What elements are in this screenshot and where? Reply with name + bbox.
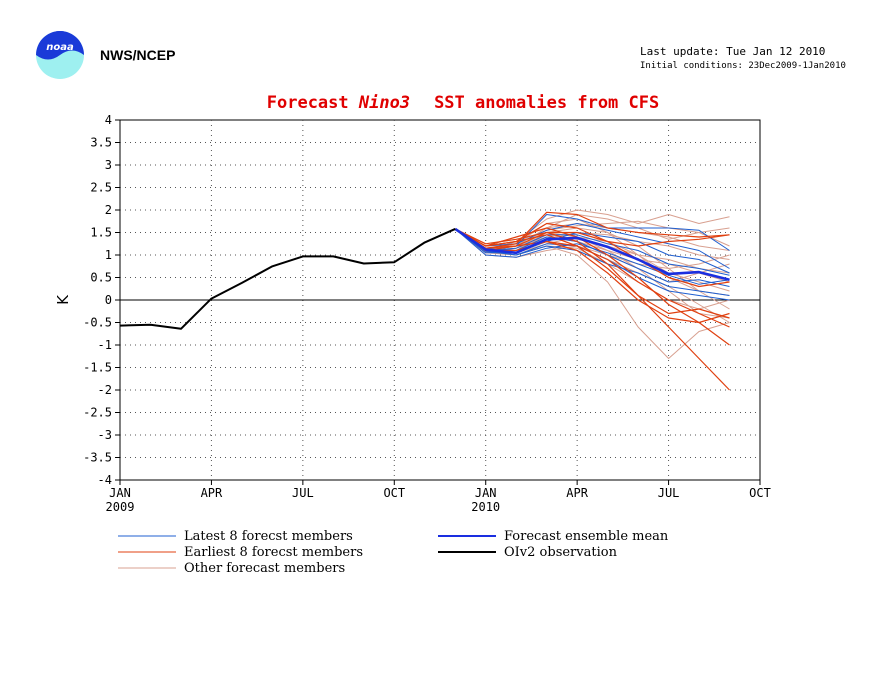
- x-tick-label: APR: [566, 486, 588, 500]
- y-tick-label: -3: [98, 428, 112, 442]
- plot-area: -4 -3.5 -3 -2.5 -2 -1.5 -1 -0.5 0 0.5 1 1.5 2 2.5 3 3.5…: [83, 113, 771, 514]
- agency-label: NWS/NCEP: [100, 47, 175, 63]
- y-tick-label: 0.5: [90, 271, 112, 285]
- y-tick-label: 1: [105, 248, 112, 262]
- x-tick-label: JAN: [475, 486, 497, 500]
- legend-label-other: Other forecast members: [184, 561, 345, 576]
- y-axis-label: K: [54, 294, 72, 305]
- y-tick-label: -3.5: [83, 451, 112, 465]
- x-tick-label: JUL: [658, 486, 680, 500]
- y-tick-label: -1.5: [83, 361, 112, 375]
- x-tick-label: OCT: [749, 486, 771, 500]
- logo-text: noaa: [46, 42, 74, 53]
- y-tick-label: 2: [105, 203, 112, 217]
- other-member-line: [454, 228, 730, 292]
- x-tick-year: 2009: [106, 500, 135, 514]
- observation-line: [119, 227, 456, 330]
- x-tick-label: JAN: [109, 486, 131, 500]
- latest-member-line: [454, 223, 730, 269]
- legend-label-mean: Forecast ensemble mean: [504, 529, 669, 544]
- y-tick-label: 3.5: [90, 136, 112, 150]
- legend-label-latest: Latest 8 forecst members: [184, 529, 353, 544]
- latest-member-line: [454, 228, 730, 285]
- x-tick-year: 2010: [471, 500, 500, 514]
- y-tick-label: -4: [98, 473, 112, 487]
- earliest-member-line: [454, 211, 730, 249]
- y-tick-label: -2.5: [83, 406, 112, 420]
- initial-conditions-text: Initial conditions: 23Dec2009-1Jan2010: [640, 61, 846, 71]
- chart-title-italic: Nino3: [358, 93, 410, 113]
- x-tick-label: OCT: [383, 486, 405, 500]
- y-tick-label: 3: [105, 158, 112, 172]
- latest-member-line: [454, 228, 730, 276]
- earliest-member-line: [454, 228, 730, 247]
- y-tick-label: 2.5: [90, 181, 112, 195]
- y-tick-label: 1.5: [90, 226, 112, 240]
- chart-title: Forecast Nino3 SST anomalies from CFS: [267, 93, 659, 113]
- chart-title-prefix: Forecast: [267, 93, 359, 113]
- x-tick-label: APR: [201, 486, 223, 500]
- x-tick-label: JUL: [292, 486, 314, 500]
- legend-label-earliest: Earliest 8 forecst members: [184, 545, 363, 560]
- ensemble-mean-line: [454, 227, 730, 282]
- last-update-text: Last update: Tue Jan 12 2010: [640, 45, 825, 58]
- noaa-logo-icon: noaa: [36, 30, 84, 79]
- y-tick-label: 4: [105, 113, 112, 127]
- y-tick-label: -0.5: [83, 316, 112, 330]
- chart-title-suffix: SST anomalies from CFS: [434, 93, 659, 113]
- earliest-member-line: [454, 228, 730, 324]
- y-tick-label: -2: [98, 383, 112, 397]
- earliest-member-line: [454, 222, 730, 288]
- y-tick-label: 0: [105, 293, 112, 307]
- y-tick-label: -1: [98, 338, 112, 352]
- other-member-line: [454, 228, 730, 310]
- legend-label-obs: OIv2 observation: [504, 545, 618, 560]
